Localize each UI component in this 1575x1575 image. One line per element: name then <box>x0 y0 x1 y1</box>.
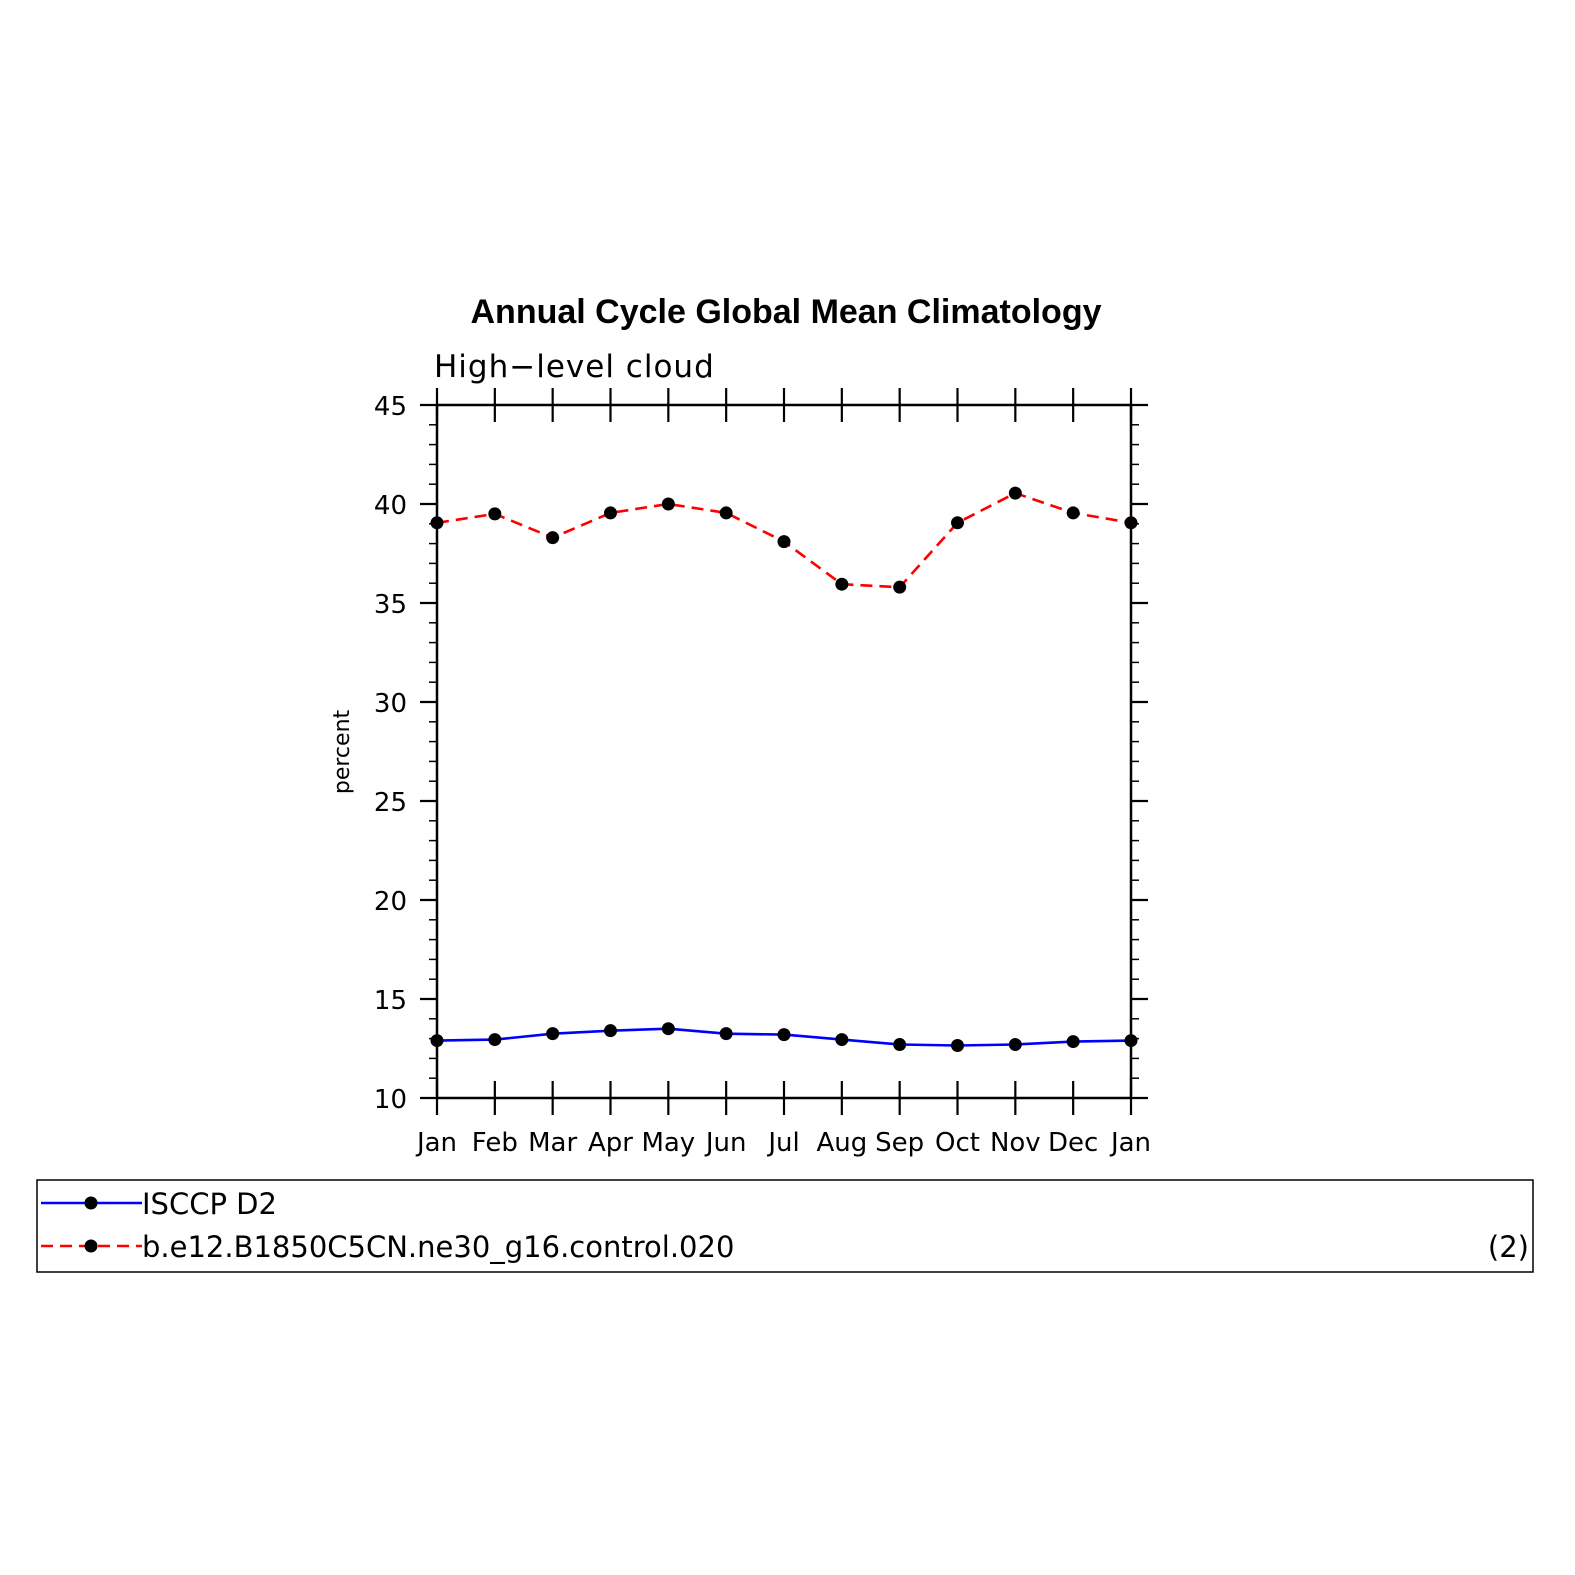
y-tick-label: 30 <box>374 689 407 719</box>
series-1-point <box>1008 486 1022 500</box>
series-1-point <box>661 497 675 511</box>
legend-index-label: (2) <box>1488 1230 1529 1264</box>
y-tick-label: 15 <box>374 986 407 1016</box>
series-1-point <box>951 516 964 530</box>
series-1-point <box>430 516 444 530</box>
series-0-point <box>1066 1035 1080 1049</box>
y-tick-label: 10 <box>374 1085 407 1115</box>
series-0-point <box>488 1033 502 1047</box>
series-1-point <box>719 506 733 520</box>
x-tick-label: Nov <box>990 1128 1041 1158</box>
y-axis-label: percent <box>330 709 355 794</box>
x-tick-label: Sep <box>875 1128 924 1158</box>
x-tick-label: Feb <box>472 1128 518 1158</box>
x-tick-label: Mar <box>528 1128 577 1158</box>
axis-ticks-group <box>420 388 1148 1115</box>
series-1-point <box>546 531 560 545</box>
x-tick-label: Dec <box>1048 1128 1098 1158</box>
legend: ISCCP D2 b.e12.B1850C5CN.ne30_g16.contro… <box>36 1179 1534 1273</box>
series-1-point <box>1124 516 1138 530</box>
x-tick-label: Jan <box>1109 1128 1151 1158</box>
series-0-point <box>719 1027 733 1041</box>
series-1-point <box>488 507 502 521</box>
legend-box <box>36 1179 1534 1273</box>
series-1-point <box>604 506 617 520</box>
x-tick-label: Aug <box>816 1128 867 1158</box>
y-tick-label: 35 <box>374 590 407 620</box>
legend-label-isccp: ISCCP D2 <box>142 1187 277 1221</box>
series-0-point <box>661 1022 675 1036</box>
y-tick-label: 45 <box>374 392 407 422</box>
x-tick-label: Jul <box>766 1128 799 1158</box>
series-1-point <box>835 577 849 591</box>
series-0-point <box>604 1024 617 1038</box>
y-tick-label: 25 <box>374 788 407 818</box>
x-tick-label: Jun <box>704 1128 747 1158</box>
series-1-point <box>1066 506 1080 520</box>
legend-marker-isccp <box>84 1196 98 1210</box>
series-0-point <box>546 1027 560 1041</box>
plot-frame <box>435 403 1133 1100</box>
series-0-point <box>951 1039 964 1053</box>
legend-label-model: b.e12.B1850C5CN.ne30_g16.control.020 <box>142 1230 734 1264</box>
x-tick-label: Jan <box>415 1128 457 1158</box>
series-0-point <box>777 1028 791 1042</box>
chart-title: Annual Cycle Global Mean Climatology <box>471 293 1102 331</box>
axis-labels-group: 10 15 20 25 30 35 40 45 Jan Feb Mar Apr May Jun Jul Aug… <box>374 392 1151 1158</box>
series-0-point <box>1124 1034 1138 1048</box>
series-0-point <box>893 1038 907 1052</box>
series-1-point <box>777 535 791 549</box>
y-tick-label: 40 <box>374 491 407 521</box>
y-tick-label: 20 <box>374 887 407 917</box>
x-tick-label: Apr <box>588 1128 633 1158</box>
series-0-point <box>835 1033 849 1047</box>
plot-frame-group <box>435 403 1133 1100</box>
series-1-point <box>893 580 907 594</box>
series-0-point <box>430 1034 444 1048</box>
chart-subtitle: High−level cloud <box>434 349 715 385</box>
x-tick-label: May <box>641 1128 695 1158</box>
x-tick-label: Oct <box>935 1128 980 1158</box>
series-group <box>430 486 1138 1053</box>
series-0-point <box>1008 1038 1022 1052</box>
legend-marker-model <box>84 1239 98 1253</box>
